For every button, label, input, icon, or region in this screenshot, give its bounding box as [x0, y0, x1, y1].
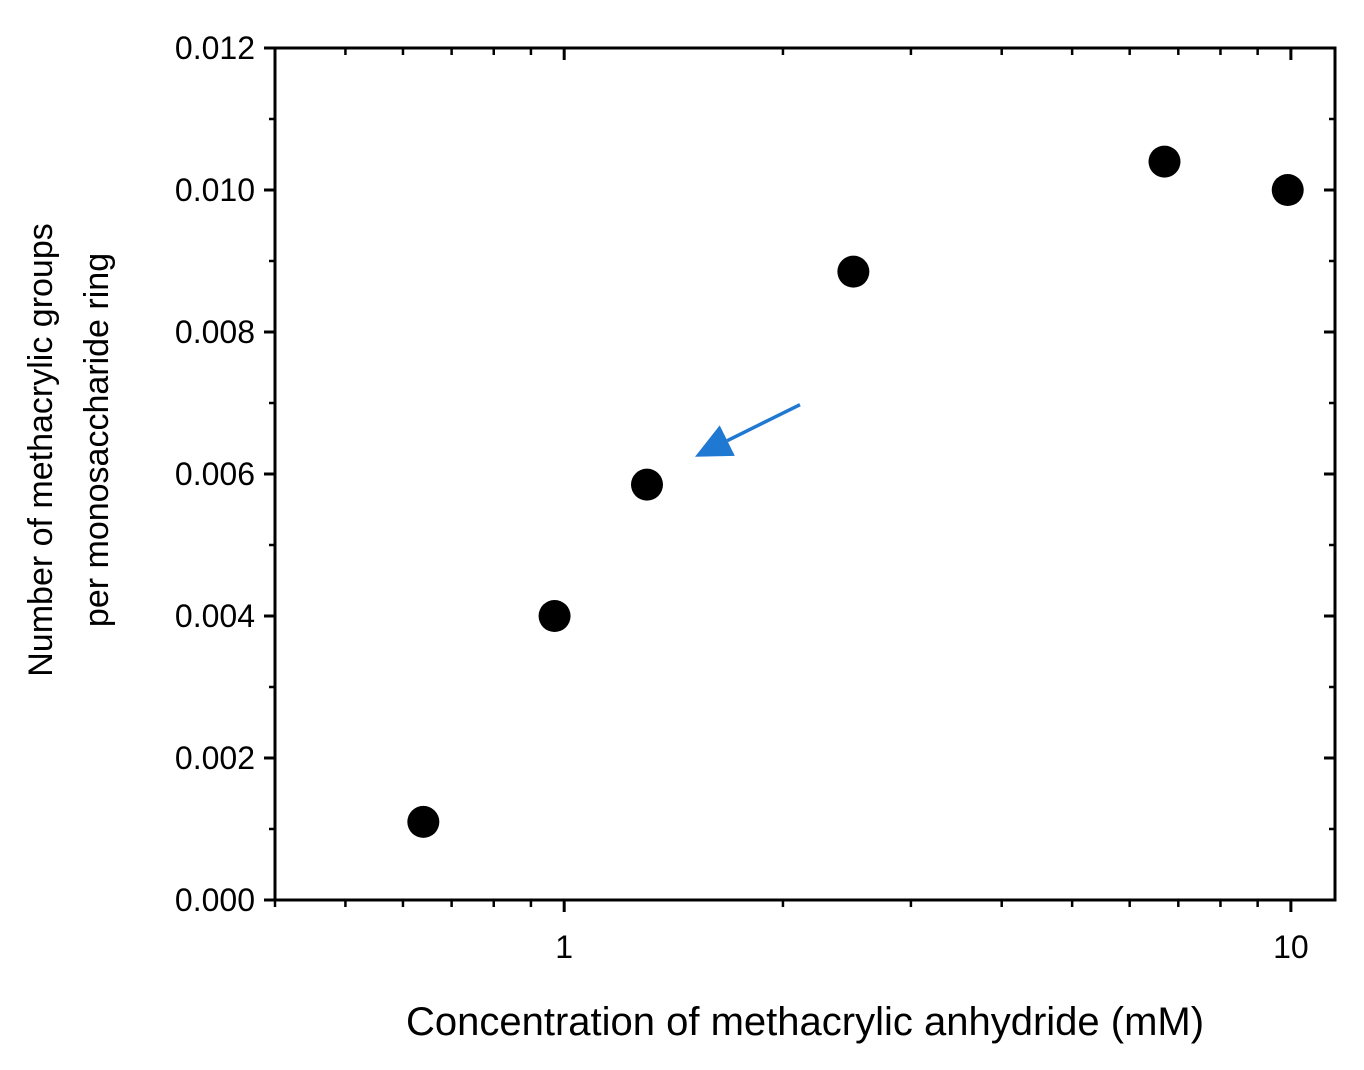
data-point: [837, 255, 870, 288]
arrow-shaft: [726, 403, 801, 443]
data-point: [538, 600, 571, 632]
y-tick-label: 0.000: [175, 882, 255, 918]
x-axis: 1 10: [273, 48, 1309, 965]
y-tick-label: 0.012: [175, 30, 255, 66]
y-axis-title-line-1: Number of methacrylic groups: [22, 223, 60, 677]
data-point: [1271, 174, 1304, 206]
data-point: [1148, 145, 1181, 178]
y-tick-label: 0.002: [175, 740, 255, 776]
data-point: [630, 468, 663, 501]
y-tick-label: 0.010: [175, 172, 255, 208]
x-tick-label: 10: [1273, 929, 1309, 965]
y-axis-title-line-2: per monosaccharide ring: [78, 253, 116, 627]
y-tick-label: 0.004: [175, 598, 255, 634]
y-tick-label: 0.006: [175, 456, 255, 492]
x-axis-title: Concentration of methacrylic anhydride (…: [406, 1000, 1204, 1044]
plot-frame: [273, 46, 1337, 902]
y-axis: 0.000 0.002 0.004 0.006 0.008 0.010 0.012: [175, 30, 1335, 918]
data-points: [407, 145, 1304, 838]
arrow-head: [695, 425, 735, 457]
x-tick-label: 1: [555, 929, 573, 965]
annotations: [695, 403, 801, 457]
data-point: [407, 805, 440, 838]
y-tick-label: 0.008: [175, 314, 255, 350]
